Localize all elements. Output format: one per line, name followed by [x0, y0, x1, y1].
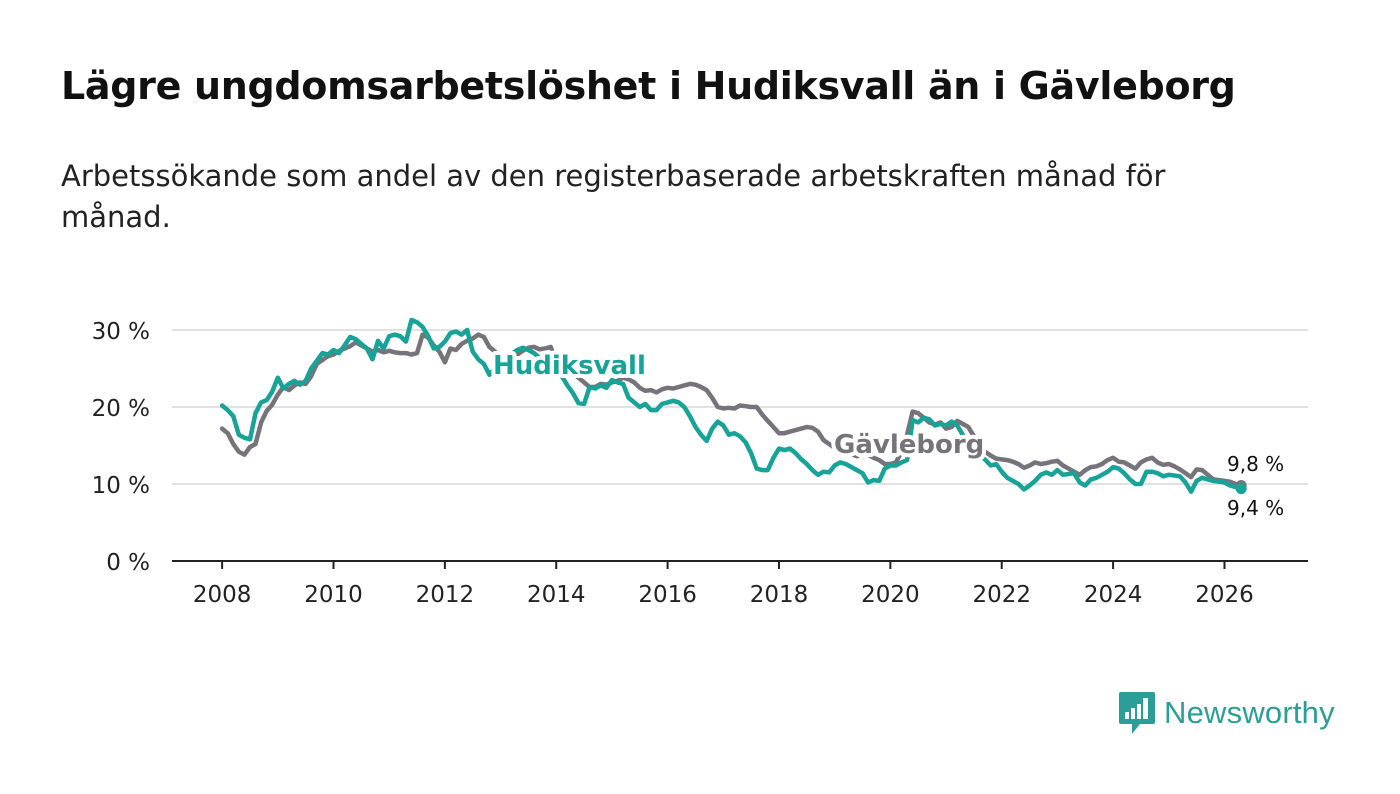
series-label-gavleborg-halo: Gävleborg	[834, 430, 984, 460]
series-label-hudiksvall-halo: Hudiksvall	[493, 351, 646, 381]
newsworthy-logo: Newsworthy	[1118, 690, 1335, 736]
x-tick-label: 2010	[304, 582, 363, 608]
bar-chart-speech-bubble-icon	[1119, 692, 1155, 734]
x-tick-label: 2016	[638, 582, 697, 608]
chart-subtitle: Arbetssökande som andel av den registerb…	[61, 159, 1166, 234]
x-tick-label: 2008	[193, 582, 252, 608]
series-line-hudiksvall	[219, 317, 1244, 494]
x-tick-label: 2020	[861, 582, 920, 608]
end-marker-hudiksvall	[1235, 483, 1247, 495]
series-line-gävleborg	[219, 332, 1244, 488]
y-tick-label: 20 %	[92, 396, 150, 422]
x-tick-label: 2012	[416, 582, 475, 608]
x-tick-label: 2014	[527, 582, 586, 608]
end-label-gavleborg: 9,8 %	[1227, 452, 1284, 476]
x-tick-label: 2018	[750, 582, 809, 608]
series-label-gavleborg: Gävleborg	[834, 430, 984, 460]
end-label-gavleborg-halo: 9,8 %	[1227, 452, 1284, 476]
y-tick-label: 30 %	[92, 319, 150, 345]
end-label-hudiksvall: 9,4 %	[1227, 496, 1284, 520]
chart-title: Lägre ungdomsarbetslöshet i Hudiksvall ä…	[61, 64, 1236, 108]
brand-name: Newsworthy	[1164, 695, 1335, 730]
x-tick-label: 2022	[972, 582, 1031, 608]
series-label-hudiksvall: Hudiksvall	[493, 351, 646, 381]
y-tick-label: 10 %	[92, 473, 150, 499]
end-label-hudiksvall-halo: 9,4 %	[1227, 496, 1284, 520]
x-tick-label: 2024	[1084, 582, 1143, 608]
y-tick-label: 0 %	[106, 550, 150, 576]
x-tick-label: 2026	[1195, 582, 1254, 608]
